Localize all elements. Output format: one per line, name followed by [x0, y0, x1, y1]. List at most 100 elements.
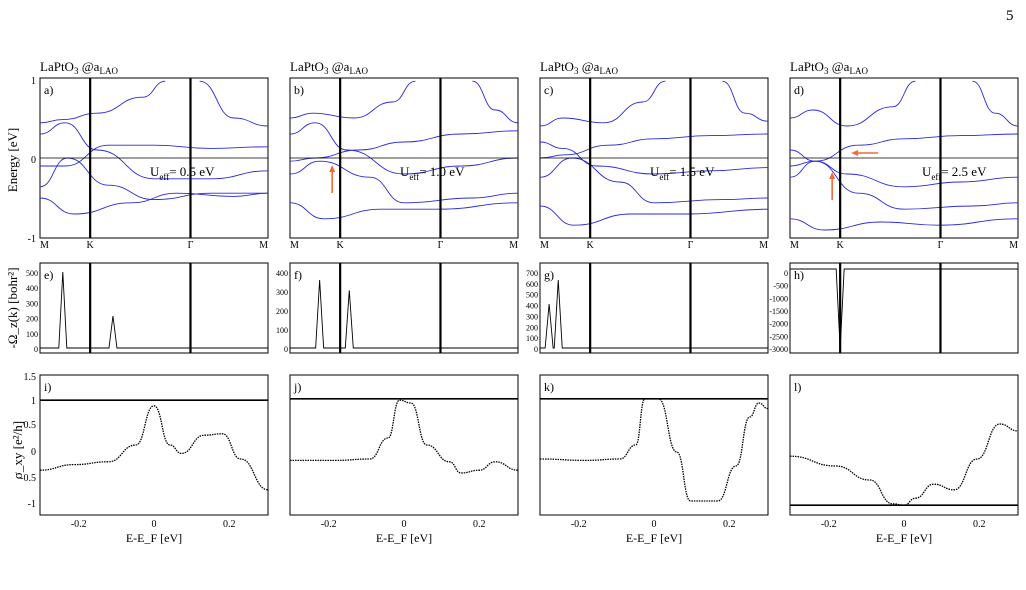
sigma-ylabel: σ_xy [e²/h]: [10, 421, 25, 479]
sigma-curve: [789, 423, 1019, 506]
band-line: [789, 80, 916, 127]
sigma-xtick: 0.2: [223, 519, 236, 530]
sigma-xtick: 0.2: [473, 519, 486, 530]
ueff-label: Ueff= 1.5 eV: [650, 164, 715, 182]
band-line: [472, 80, 519, 124]
sigma-panel-label: k): [544, 380, 554, 394]
band-line: [789, 133, 1019, 167]
kpoint-label: M: [790, 240, 799, 251]
kpoint-label: K: [87, 240, 95, 251]
band-line: [39, 122, 269, 180]
kpoint-label: M: [759, 240, 768, 251]
band-line: [289, 122, 519, 175]
berry-ytick: -2500: [769, 332, 788, 341]
berry-frame: [539, 262, 769, 354]
band-line: [972, 80, 1019, 127]
kpoint-label: M: [540, 240, 549, 251]
band-line: [789, 218, 1019, 231]
berry-ytick: 400: [526, 302, 538, 311]
band-line: [539, 80, 666, 127]
berry-ytick: -500: [773, 282, 788, 291]
berry-ytick: 300: [26, 299, 38, 308]
sigma-frame: [39, 374, 269, 516]
berry-frame: [39, 262, 269, 354]
panel-title: LaPtO3 @aLAO: [40, 59, 118, 76]
band-line: [539, 141, 769, 175]
berry-ylabel: -Ω_z(k) [bohr²]: [5, 267, 20, 348]
page-number: 5: [1006, 8, 1014, 24]
band-line: [289, 80, 416, 119]
berry-ytick: 200: [26, 315, 38, 324]
sigma-xtick: 0: [902, 519, 907, 530]
sigma-ytick: 0.5: [24, 420, 37, 431]
orange-arrow-head: [329, 165, 336, 172]
band-line: [289, 202, 519, 220]
sigma-frame: [539, 374, 769, 516]
sigma-xtick: -0.2: [321, 519, 337, 530]
berry-ytick: 300: [276, 288, 288, 297]
berry-ytick: -3000: [769, 345, 788, 354]
band-line: [39, 157, 268, 201]
band-line: [539, 133, 769, 159]
band-line: [40, 144, 269, 167]
sigma-panel-label: i): [44, 380, 51, 394]
sigma-curve: [539, 398, 769, 502]
sigma-xtick: 0: [652, 519, 657, 530]
kpoint-label: M: [290, 240, 299, 251]
panel-column: LaPtO3 @aLAO b) Ueff= 1.0 eV M K Γ Mf) 400 300 20…: [276, 59, 519, 545]
berry-ytick: 200: [276, 307, 288, 316]
panel-column: LaPtO3 @aLAO c) Ueff= 1.5 eV M K Γ Mg) 700 600 50…: [526, 59, 769, 545]
sigma-xlabel: E-E_F [eV]: [126, 531, 182, 545]
berry-ytick: 400: [26, 284, 38, 293]
berry-ytick: 0: [784, 269, 788, 278]
band-line: [539, 205, 769, 226]
kpoint-label: K: [587, 240, 595, 251]
sigma-ytick: 1.5: [24, 372, 37, 383]
berry-ytick: 400: [276, 269, 288, 278]
panel-title: LaPtO3 @aLAO: [290, 59, 368, 76]
panel-column: LaPtO3 @aLAO d) Ueff= 2.5 eV M K Γ Mh) 0 -500 -10…: [769, 59, 1019, 545]
berry-ytick: -1500: [769, 307, 788, 316]
band-line: [289, 160, 519, 204]
band-panel-label: b): [294, 83, 304, 97]
caption-region: [330, 566, 750, 576]
band-line: [39, 192, 269, 215]
ueff-label: Ueff= 2.5 eV: [922, 164, 987, 182]
berry-ytick: 100: [276, 326, 288, 335]
panel-title: LaPtO3 @aLAO: [540, 59, 618, 76]
berry-frame: [789, 262, 1019, 354]
berry-ytick: 500: [526, 291, 538, 300]
kpoint-label: M: [259, 240, 268, 251]
band-line: [289, 130, 519, 162]
berry-ytick: 100: [526, 334, 538, 343]
sigma-panel-label: l): [794, 380, 801, 394]
kpoint-label: M: [1009, 240, 1018, 251]
sigma-xtick: -0.2: [821, 519, 837, 530]
sigma-xtick: 0: [152, 519, 157, 530]
berry-ytick: 600: [526, 280, 538, 289]
sigma-curve: [290, 399, 519, 474]
sigma-ytick: 1: [31, 396, 36, 407]
kpoint-label: Γ: [688, 240, 694, 251]
sigma-ytick: 0: [31, 447, 36, 458]
sigma-xtick: -0.2: [71, 519, 87, 530]
panel-column: LaPtO3 @aLAO a) Ueff= 0.5 eV M K Γ Me) 500 400 30…: [26, 59, 269, 545]
band-ytick: 0: [31, 155, 36, 166]
sigma-xlabel: E-E_F [eV]: [376, 531, 432, 545]
band-line: [722, 80, 769, 122]
berry-panel-label: e): [44, 268, 53, 282]
band-panel-label: a): [44, 83, 53, 97]
berry-ytick: 0: [284, 345, 288, 354]
band-line: [789, 160, 1019, 210]
berry-panel-label: h): [794, 268, 804, 282]
berry-curve: [540, 279, 768, 349]
berry-ytick: -1000: [769, 294, 788, 303]
sigma-frame: [289, 374, 519, 516]
berry-ytick: 200: [526, 323, 538, 332]
berry-curve: [790, 268, 1018, 350]
sigma-ytick: -0.5: [20, 473, 36, 484]
kpoint-label: K: [837, 240, 845, 251]
sigma-xtick: 0: [402, 519, 407, 530]
berry-ytick: 0: [534, 345, 538, 354]
